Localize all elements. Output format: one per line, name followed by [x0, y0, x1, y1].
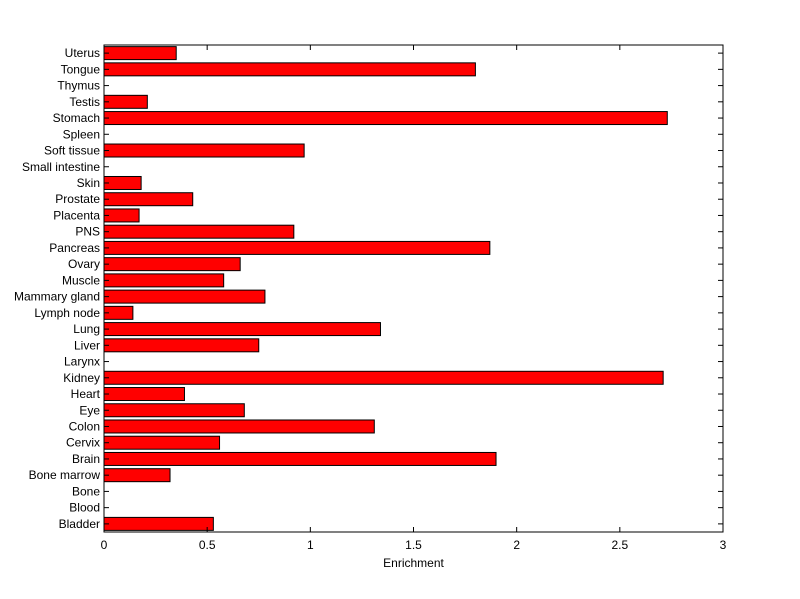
y-tick-label-bladder: Bladder — [59, 517, 100, 531]
x-axis-label: Enrichment — [383, 556, 444, 570]
bar-mammary-gland — [103, 289, 266, 304]
y-tick-label-testis: Testis — [69, 95, 100, 109]
y-tick-label-eye: Eye — [79, 403, 100, 417]
y-tick-label-stomach: Stomach — [53, 111, 100, 125]
bar-tongue — [103, 62, 476, 77]
y-tick-label-brain: Brain — [72, 452, 100, 466]
y-tick-label-larynx: Larynx — [64, 355, 100, 369]
bar-heart — [103, 387, 185, 402]
bar-eye — [103, 403, 245, 418]
bar-pancreas — [103, 240, 491, 255]
plot-background — [104, 45, 723, 532]
bar-testis — [103, 94, 148, 109]
y-tick-label-soft-tissue: Soft tissue — [44, 144, 100, 158]
y-tick-label-pns: PNS — [75, 225, 100, 239]
bar-soft-tissue — [103, 143, 305, 158]
y-tick-label-bone: Bone — [72, 484, 100, 498]
x-tick-label-2: 1 — [307, 538, 314, 552]
y-tick-label-spleen: Spleen — [63, 127, 100, 141]
bar-muscle — [103, 273, 225, 288]
bar-ovary — [103, 257, 241, 272]
y-tick-label-skin: Skin — [77, 176, 100, 190]
bar-brain — [103, 451, 497, 466]
bar-liver — [103, 338, 260, 353]
y-tick-label-cervix: Cervix — [66, 436, 100, 450]
x-tick-label-5: 2.5 — [611, 538, 628, 552]
y-tick-label-lymph-node: Lymph node — [34, 306, 100, 320]
bar-skin — [103, 175, 142, 190]
y-tick-label-uterus: Uterus — [65, 46, 100, 60]
y-ticks-group: Uterus Tongue Thymus Testis Stomach Spleen Sof… — [14, 46, 723, 531]
bar-prostate — [103, 192, 194, 207]
y-tick-label-tongue: Tongue — [61, 62, 101, 76]
bar-lung — [103, 322, 381, 337]
y-tick-label-bone-marrow: Bone marrow — [29, 468, 101, 482]
y-tick-label-blood: Blood — [69, 501, 100, 515]
y-tick-label-placenta: Placenta — [53, 208, 100, 222]
x-ticks-group: 0 0.5 1 1.5 2 2.5 3 — [101, 45, 727, 552]
y-tick-label-liver: Liver — [74, 338, 100, 352]
bar-colon — [103, 419, 375, 434]
bar-bone-marrow — [103, 468, 171, 483]
y-tick-label-kidney: Kidney — [63, 371, 100, 385]
y-tick-label-prostate: Prostate — [55, 192, 100, 206]
bar-uterus — [103, 46, 177, 61]
bar-pns — [103, 224, 295, 239]
bar-stomach — [103, 111, 668, 126]
y-tick-label-heart: Heart — [71, 387, 101, 401]
bar-cervix — [103, 435, 221, 450]
y-tick-label-muscle: Muscle — [62, 273, 100, 287]
y-tick-label-lung: Lung — [73, 322, 100, 336]
x-tick-label-4: 2 — [513, 538, 520, 552]
bar-bladder — [103, 516, 214, 531]
x-tick-label-0: 0 — [101, 538, 108, 552]
y-tick-label-ovary: Ovary — [68, 257, 100, 271]
x-tick-label-1: 0.5 — [199, 538, 216, 552]
y-tick-label-pancreas: Pancreas — [49, 241, 100, 255]
y-tick-label-thymus: Thymus — [57, 79, 100, 93]
x-tick-label-6: 3 — [720, 538, 727, 552]
y-tick-label-small-intestine: Small intestine — [22, 160, 100, 174]
bar-kidney — [103, 370, 664, 385]
bar-placenta — [103, 208, 140, 223]
y-tick-label-mammary-gland: Mammary gland — [14, 290, 100, 304]
y-tick-label-colon: Colon — [69, 419, 100, 433]
x-tick-label-3: 1.5 — [405, 538, 422, 552]
plot-frame — [103, 44, 724, 533]
